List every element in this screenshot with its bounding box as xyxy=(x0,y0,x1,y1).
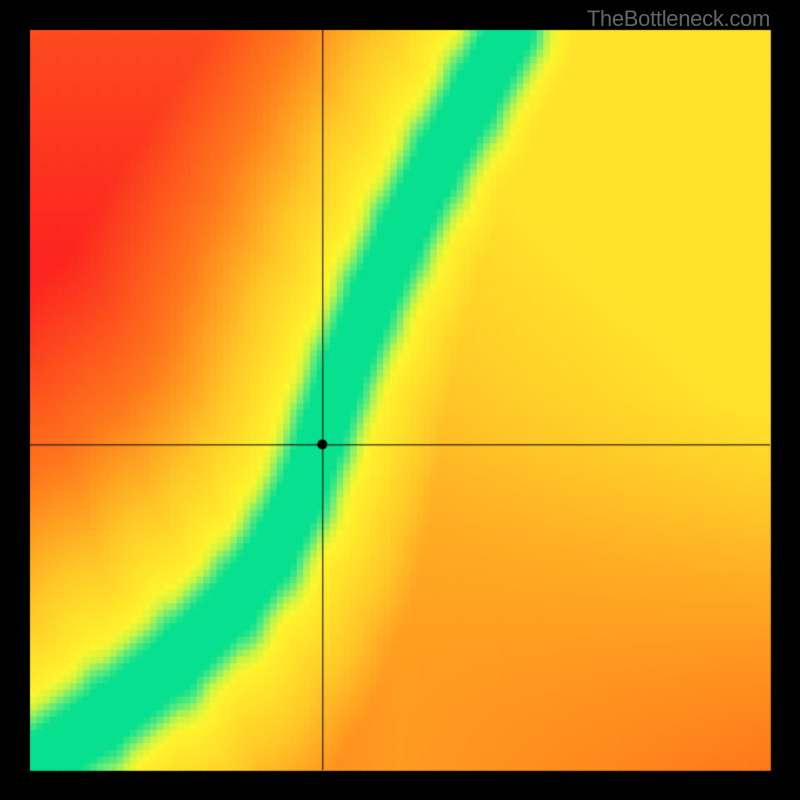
chart-container: TheBottleneck.com xyxy=(0,0,800,800)
watermark-text: TheBottleneck.com xyxy=(587,6,770,32)
heatmap-canvas xyxy=(0,0,800,800)
